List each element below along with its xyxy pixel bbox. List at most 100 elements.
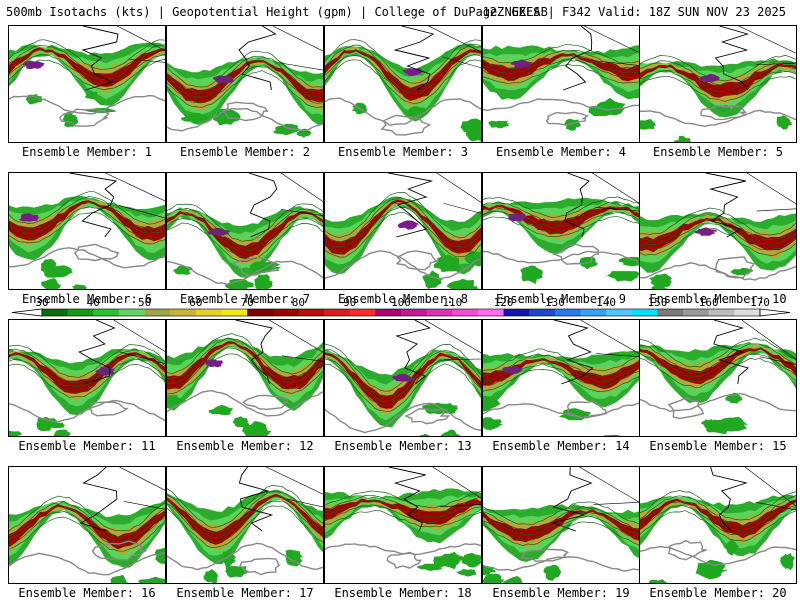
isotach-patch — [465, 124, 481, 142]
isotach-core-110kt — [19, 213, 41, 222]
isotach-patch — [435, 403, 459, 414]
colorbar-tick-label: 110 — [442, 296, 462, 309]
state-border — [286, 498, 323, 508]
state-border — [280, 62, 323, 71]
isotach-area-90kt — [9, 352, 165, 394]
ensemble-member-map — [324, 466, 482, 584]
isotach-patch — [285, 549, 304, 567]
colorbar-swatch — [195, 309, 222, 316]
coastline — [395, 320, 431, 385]
height-contour-line — [9, 500, 165, 538]
height-contour-line — [9, 516, 165, 552]
isotach-patch — [651, 285, 668, 289]
height-contour-line — [483, 506, 639, 530]
isotach-patch — [232, 416, 250, 428]
height-contour-line — [483, 511, 639, 536]
height-contour-line — [325, 349, 481, 397]
height-contour-line — [483, 64, 639, 85]
colorbar-tick-label: 70 — [240, 296, 253, 309]
isotach-area-90kt — [167, 59, 323, 104]
isotach-patch — [154, 547, 165, 564]
coastline — [713, 320, 750, 385]
isotach-patch — [718, 416, 748, 432]
height-closed-contour — [242, 394, 289, 411]
colorbar-swatch — [452, 309, 479, 316]
height-contour-line — [483, 206, 639, 228]
height-closed-contour — [404, 408, 451, 425]
ensemble-member-map — [482, 319, 640, 437]
height-contour-line — [640, 212, 796, 241]
isotach-patch — [483, 566, 496, 576]
colorbar-swatch — [144, 309, 171, 316]
state-border — [436, 173, 481, 203]
height-contour-line — [325, 207, 481, 254]
state-border — [444, 358, 481, 360]
height-contour-gray — [483, 98, 639, 112]
ensemble-member-label: Ensemble Member: 9 — [495, 292, 627, 306]
height-contour-line — [167, 222, 323, 262]
isotach-patch — [640, 118, 657, 130]
ensemble-member-label: Ensemble Member: 4 — [495, 145, 627, 159]
height-contour-line — [325, 490, 481, 509]
colorbar-tick-label: 150 — [647, 296, 667, 309]
colorbar-swatch — [401, 309, 427, 316]
height-contour-gray — [9, 247, 165, 269]
height-contour-line — [483, 521, 639, 547]
colorbar-swatch — [683, 309, 710, 316]
height-contour-line — [9, 201, 165, 235]
isotach-core-110kt — [693, 227, 718, 236]
height-contour-line — [640, 70, 796, 96]
height-contour-gray — [9, 94, 165, 115]
height-contour-line — [9, 358, 165, 394]
height-closed-contour — [59, 108, 110, 127]
colorbar-tick-label: 50 — [138, 296, 151, 309]
coastline — [562, 26, 593, 91]
ensemble-member-label: Ensemble Member: 11 — [18, 439, 156, 453]
isotach-patch — [72, 284, 88, 289]
height-contour-line — [640, 348, 796, 378]
isotach-patch — [296, 128, 312, 138]
height-contour-gray — [167, 389, 323, 417]
isotach-patch — [695, 559, 729, 580]
height-contour-gray — [325, 97, 481, 126]
jet-stream-plot — [483, 173, 639, 284]
colorbar-swatch — [529, 309, 556, 316]
isotach-patch — [725, 538, 740, 556]
ensemble-member-label: Ensemble Member: 6 — [21, 292, 153, 306]
isotach-area-70kt — [325, 199, 481, 261]
colorbar-tick-label: 60 — [189, 296, 202, 309]
isotach-area-70kt — [325, 352, 481, 414]
height-contour-line — [640, 227, 796, 256]
state-border — [424, 320, 481, 354]
colorbar-swatch — [631, 309, 658, 316]
height-contour-line — [167, 218, 323, 257]
state-border — [113, 320, 165, 352]
height-closed-contour — [221, 101, 269, 122]
colorbar-swatch — [734, 309, 761, 316]
isotach-area-90kt — [9, 47, 165, 87]
isotach-core-110kt — [402, 68, 423, 76]
height-contour-line — [483, 363, 639, 388]
height-contour-line — [9, 191, 165, 225]
height-contour-line — [640, 65, 796, 92]
colorbar-swatch — [375, 309, 402, 316]
isotach-patch — [9, 430, 23, 436]
isotach-patch — [488, 120, 511, 129]
height-closed-contour — [88, 401, 129, 417]
height-contour-line — [167, 505, 323, 549]
colorbar-swatch — [708, 309, 735, 316]
jet-stream-plot — [640, 467, 796, 583]
colorbar-tick-label: 80 — [292, 296, 305, 309]
height-contour-line — [167, 490, 323, 534]
jet-stream-plot — [9, 320, 165, 436]
height-contour-gray — [167, 260, 323, 286]
isotach-area-90kt — [483, 53, 639, 82]
height-contour-line — [167, 342, 323, 385]
isotach-area-90kt — [9, 200, 165, 242]
jet-stream-plot — [483, 26, 639, 131]
isotach-area-90kt — [167, 493, 323, 545]
ensemble-member-label: Ensemble Member: 19 — [492, 586, 630, 600]
height-closed-contour — [395, 250, 440, 271]
height-contour-line — [9, 59, 165, 91]
ensemble-member-map — [166, 466, 324, 584]
